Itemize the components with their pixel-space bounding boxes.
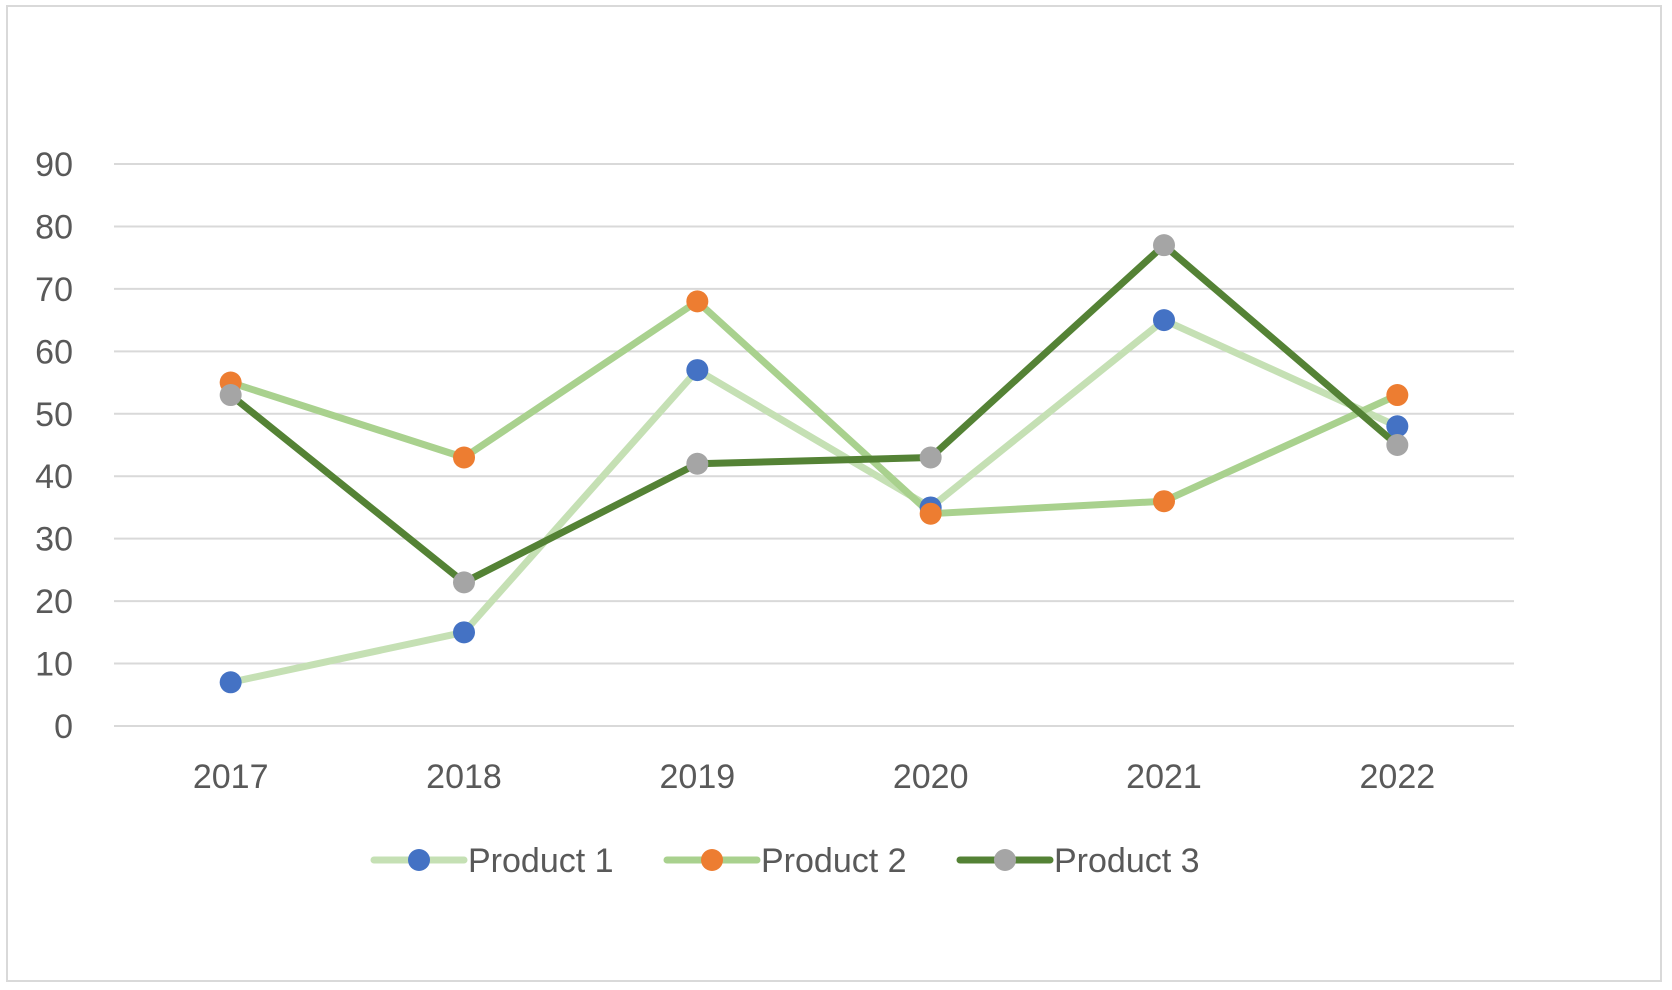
y-tick-label: 0 [54, 708, 73, 746]
data-point-product-1 [686, 359, 709, 382]
data-point-product-3 [686, 452, 709, 475]
data-point-product-2 [1153, 490, 1175, 513]
data-point-product-3 [453, 571, 475, 594]
data-point-product-1 [1153, 309, 1175, 332]
legend: Product 1 Product 2 Product 3 [370, 842, 1200, 880]
x-tick-label: 2022 [1360, 758, 1436, 796]
x-axis-tick-labels: 2017 2018 2019 2020 2021 2022 [193, 758, 1435, 796]
series-line-product-1 [227, 316, 1401, 686]
legend-marker-swatch [701, 849, 723, 871]
y-tick-label: 10 [35, 646, 73, 684]
legend-marker-swatch [408, 849, 430, 871]
data-point-product-2 [1386, 384, 1409, 407]
series-line-product-3 [227, 241, 1401, 586]
data-point-product-1 [453, 621, 475, 644]
y-tick-label: 40 [35, 458, 73, 496]
data-point-product-3 [1386, 434, 1409, 456]
legend-label: Product 1 [468, 842, 614, 880]
legend-label: Product 2 [761, 842, 907, 880]
data-point-product-2 [919, 502, 942, 525]
legend-label: Product 3 [1054, 842, 1200, 880]
data-point-product-1 [1386, 415, 1409, 438]
series-markers [219, 234, 1409, 694]
x-tick-label: 2018 [426, 758, 502, 796]
legend-item-product-3: Product 3 [956, 842, 1200, 880]
chart-frame: 0 10 20 30 40 50 60 70 80 90 2017 2018 2019 2020 2021… [6, 5, 1662, 982]
legend-item-product-1: Product 1 [370, 842, 614, 880]
data-point-product-2 [453, 446, 475, 469]
y-tick-label: 90 [35, 146, 73, 184]
legend-item-product-2: Product 2 [663, 842, 907, 880]
series-lines [227, 241, 1401, 686]
y-tick-label: 70 [35, 271, 73, 309]
y-tick-label: 80 [35, 208, 73, 246]
data-point-product-3 [919, 446, 942, 469]
data-point-product-3 [219, 384, 242, 407]
y-tick-label: 50 [35, 396, 73, 434]
x-tick-label: 2019 [660, 758, 736, 796]
x-tick-label: 2021 [1126, 758, 1202, 796]
y-axis-tick-labels: 0 10 20 30 40 50 60 70 80 90 [35, 146, 73, 746]
data-point-product-3 [1153, 234, 1175, 257]
y-tick-label: 20 [35, 583, 73, 621]
x-tick-label: 2017 [193, 758, 269, 796]
data-point-product-1 [219, 671, 242, 694]
y-tick-label: 60 [35, 333, 73, 371]
x-tick-label: 2020 [893, 758, 969, 796]
line-chart: 0 10 20 30 40 50 60 70 80 90 2017 2018 2019 2020 2021… [35, 146, 1514, 880]
y-tick-label: 30 [35, 521, 73, 559]
legend-marker-swatch [994, 849, 1016, 871]
data-point-product-2 [686, 290, 709, 313]
gridlines [114, 163, 1514, 727]
series-line-product-2 [227, 297, 1401, 518]
